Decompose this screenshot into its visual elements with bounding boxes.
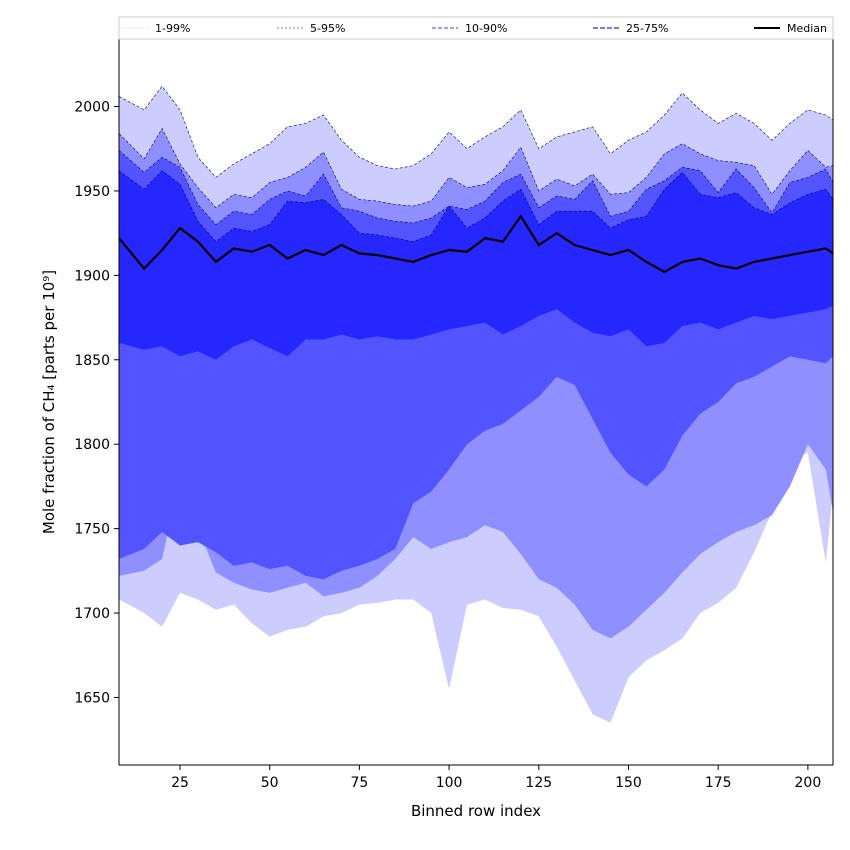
x-tick-label: 50	[261, 775, 279, 791]
legend-label: 10-90%	[465, 22, 507, 35]
y-tick-label: 1650	[74, 690, 110, 706]
axes: 25 50 75 100 125 150 175 200 1650 1700 1750 1800 185…	[74, 38, 834, 791]
legend-box	[118, 16, 834, 40]
median-line	[119, 214, 833, 274]
x-tick-label: 175	[705, 775, 732, 791]
y-tick-label: 2000	[74, 100, 110, 116]
plot-area	[119, 85, 833, 723]
band-edge-10-90pct	[119, 150, 833, 226]
y-tick-label: 1800	[74, 437, 110, 453]
bands-group	[119, 85, 833, 723]
x-tick-label: 100	[436, 775, 463, 791]
legend-label: 5-95%	[310, 22, 345, 35]
legend-label: 25-75%	[626, 22, 668, 35]
band-edge-25-75pct	[119, 170, 833, 243]
y-axis-label: Mole fraction of CH₄ [parts per 10⁹]	[40, 270, 58, 534]
x-tick-label: 125	[525, 775, 552, 791]
band-edge-5-95pct	[119, 127, 833, 209]
y-tick-label: 1850	[74, 353, 110, 369]
y-tick-label: 1700	[74, 606, 110, 622]
x-tick-label: 150	[615, 775, 642, 791]
x-tick-label: 200	[795, 775, 822, 791]
legend-label: Median	[787, 22, 827, 35]
legend-label: 1-99%	[155, 22, 190, 35]
y-tick-label: 1900	[74, 268, 110, 284]
band-edge-1-99pct	[119, 85, 833, 178]
x-tick-label: 25	[171, 775, 189, 791]
y-tick-label: 1750	[74, 522, 110, 538]
legend: 1-99% 5-95% 10-90% 25-75% Median	[118, 16, 834, 40]
x-axis-label: Binned row index	[411, 802, 541, 820]
x-tick-label: 75	[350, 775, 368, 791]
y-tick-label: 1950	[74, 184, 110, 200]
band-25-75pct	[119, 170, 833, 360]
